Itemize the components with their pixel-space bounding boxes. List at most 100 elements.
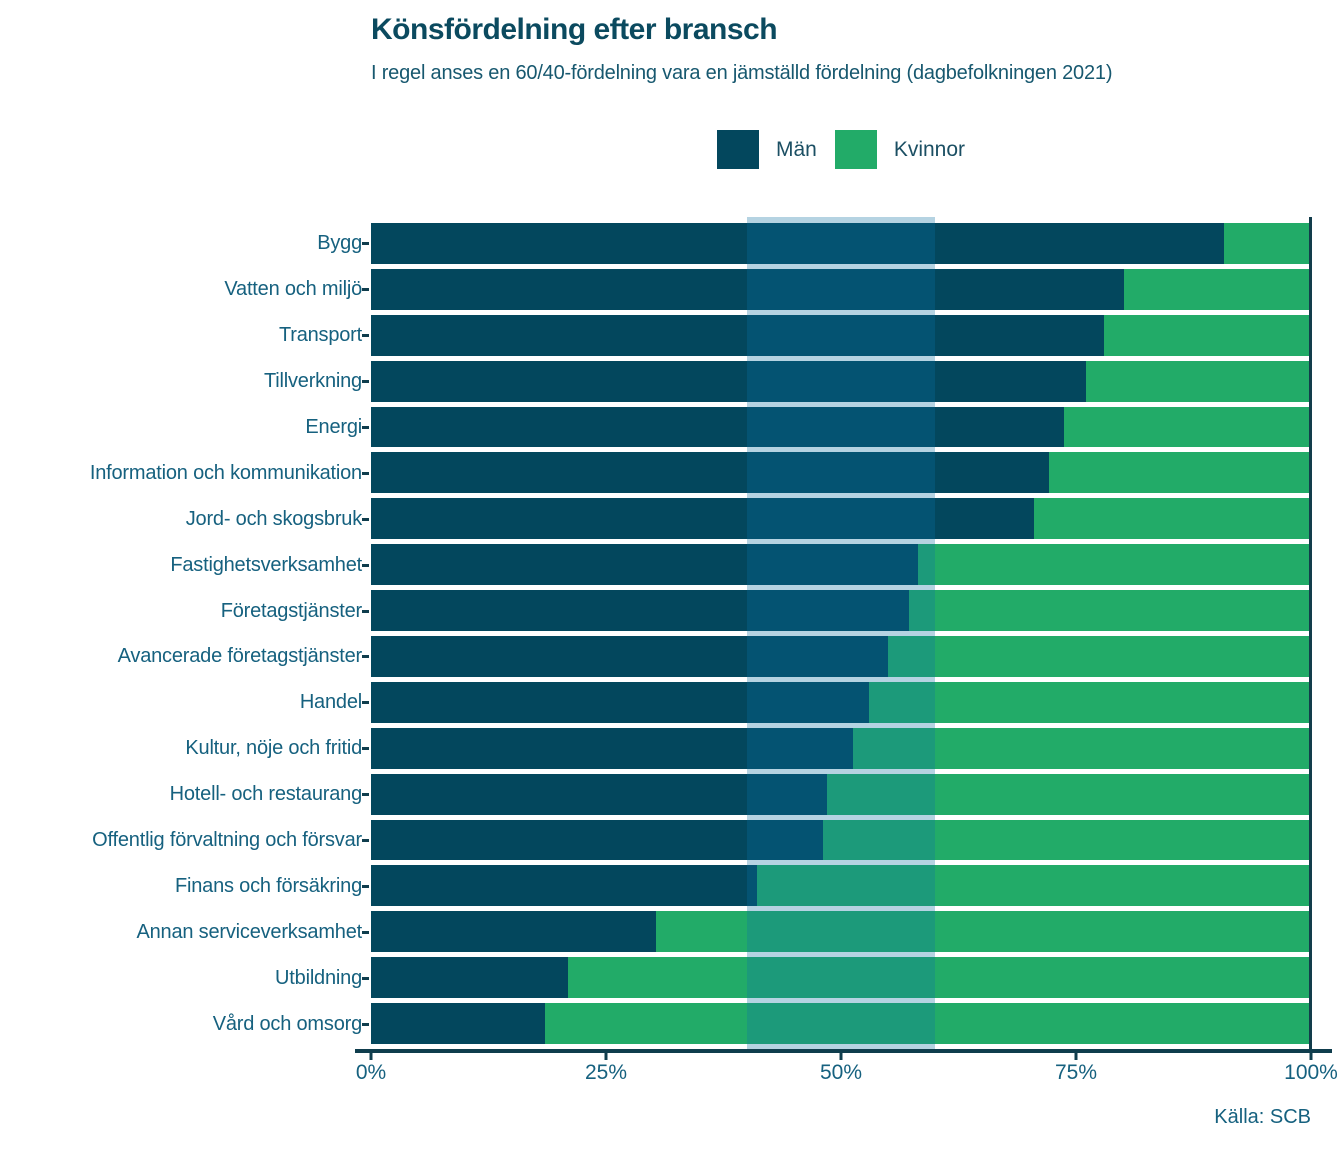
men-bar-segment <box>747 544 919 586</box>
men-bar-segment <box>747 819 824 861</box>
y-axis-tick <box>362 425 369 429</box>
stacked-bar <box>371 772 1311 818</box>
y-axis-tick <box>362 517 369 521</box>
women-bar-segment <box>935 590 1311 631</box>
women-bar-segment <box>935 773 1311 815</box>
bar-row: Fastighetsverksamhet <box>0 542 1311 588</box>
x-axis-tick-label: 100% <box>1284 1061 1338 1084</box>
men-bar-segment <box>371 452 747 494</box>
stacked-bar <box>371 680 1311 726</box>
source-credit: Källa: SCB <box>1214 1106 1311 1128</box>
x-axis-tick-label: 50% <box>819 1061 863 1084</box>
chart-title: Könsfördelning efter bransch <box>371 13 778 46</box>
men-bar-segment <box>371 498 747 540</box>
women-bar-segment <box>888 636 935 677</box>
men-bar-segment <box>935 498 1034 540</box>
men-bar-segment <box>935 452 1049 494</box>
category-label: Vatten och miljö <box>224 278 362 301</box>
men-bar-segment <box>371 727 747 769</box>
women-bar-segment <box>935 1003 1311 1044</box>
women-bar-segment <box>1086 360 1311 402</box>
stacked-bar <box>371 726 1311 772</box>
60-40-highlight-band <box>747 217 935 1049</box>
bar-row: Annan serviceverksamhet <box>0 909 1311 955</box>
category-label: Hotell- och restaurang <box>169 783 363 806</box>
bar-row: Vård och omsorg <box>0 1001 1311 1047</box>
women-bar-segment <box>568 957 747 999</box>
women-bar-segment <box>1063 406 1311 448</box>
women-bar-segment <box>757 865 935 907</box>
category-label: Handel <box>299 691 362 714</box>
women-bar-segment <box>655 911 747 953</box>
category-label: Transport <box>278 324 362 347</box>
stacked-bar <box>371 909 1311 955</box>
stacked-bar <box>371 634 1311 680</box>
men-bar-segment <box>935 314 1105 356</box>
men-bar-segment <box>747 314 935 356</box>
women-bar-segment <box>869 681 935 723</box>
bar-row: Hotell- och restaurang <box>0 772 1311 818</box>
category-label: Offentlig förvaltning och försvar <box>92 828 362 851</box>
women-bar-segment <box>544 1003 747 1044</box>
bar-row: Avancerade företagstjänster <box>0 634 1311 680</box>
stacked-bar <box>371 955 1311 1001</box>
men-bar-segment <box>747 727 854 769</box>
men-bar-segment <box>371 1003 545 1044</box>
y-axis-tick <box>362 747 369 751</box>
y-axis-tick <box>362 976 369 980</box>
stacked-bar <box>371 221 1311 267</box>
men-bar-segment <box>747 773 827 815</box>
women-bar-segment <box>908 590 935 631</box>
men-bar-segment <box>371 957 569 999</box>
men-bar-segment <box>371 681 747 723</box>
stacked-bar <box>371 267 1311 313</box>
bar-row: Bygg <box>0 221 1311 267</box>
women-bar-segment <box>1033 498 1311 540</box>
x-axis-tick-label: 25% <box>584 1061 628 1084</box>
y-axis-tick <box>362 334 369 338</box>
y-axis-tick <box>362 884 369 888</box>
category-label: Energi <box>305 415 362 438</box>
bar-row: Handel <box>0 680 1311 726</box>
bar-row: Jord- och skogsbruk <box>0 496 1311 542</box>
bar-row: Energi <box>0 405 1311 451</box>
y-axis-tick <box>362 930 369 934</box>
men-bar-segment <box>747 268 935 310</box>
women-bar-segment <box>935 957 1311 999</box>
category-label: Utbildning <box>275 966 362 989</box>
category-label: Vård och omsorg <box>212 1012 362 1035</box>
men-bar-segment <box>371 865 747 907</box>
men-bar-segment <box>747 865 758 907</box>
women-bar-segment <box>935 681 1311 723</box>
category-label: Finans och försäkring <box>174 874 362 897</box>
men-bar-segment <box>935 406 1064 448</box>
women-bar-segment <box>747 957 935 999</box>
bar-row: Vatten och miljö <box>0 267 1311 313</box>
y-axis-tick <box>362 655 369 659</box>
y-axis-tick <box>362 288 369 292</box>
men-bar-segment <box>371 223 747 264</box>
women-bar-segment <box>1223 223 1311 264</box>
women-bar-segment <box>935 865 1311 907</box>
category-label: Bygg <box>317 232 362 255</box>
women-bar-segment <box>935 636 1311 677</box>
bar-row: Kultur, nöje och fritid <box>0 726 1311 772</box>
women-bar-segment <box>1104 314 1311 356</box>
men-bar-segment <box>935 223 1224 264</box>
stacked-bar <box>371 450 1311 496</box>
men-bar-segment <box>371 773 747 815</box>
women-bar-segment <box>935 819 1311 861</box>
stacked-bar <box>371 405 1311 451</box>
x-axis-tick-label: 0% <box>355 1061 387 1084</box>
bar-row: Företagstjänster <box>0 588 1311 634</box>
x-axis-line <box>355 1049 1332 1053</box>
men-bar-segment <box>747 452 935 494</box>
men-bar-segment <box>747 590 909 631</box>
category-label: Kultur, nöje och fritid <box>185 737 362 760</box>
stacked-bar <box>371 496 1311 542</box>
men-bar-segment <box>935 268 1124 310</box>
men-color-swatch <box>716 130 759 169</box>
category-label: Jord- och skogsbruk <box>185 507 362 530</box>
plot-area <box>371 217 1312 1049</box>
men-bar-segment <box>371 590 747 631</box>
